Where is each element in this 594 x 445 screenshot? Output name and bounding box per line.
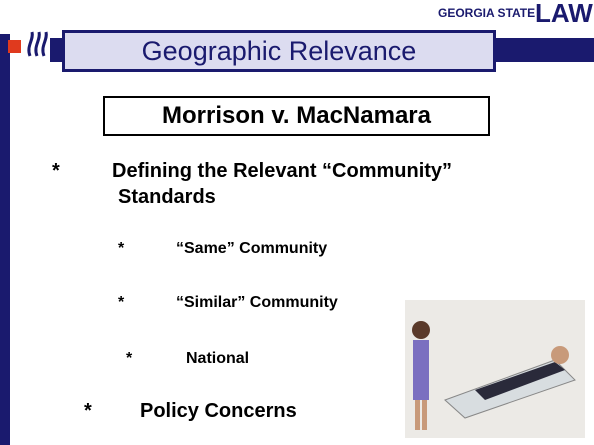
photo — [405, 300, 585, 438]
logo-text: GEORGIA STATE — [438, 6, 535, 20]
bullet-text: National — [186, 350, 249, 368]
bullet-marker: * — [84, 400, 92, 423]
slide-title: Geographic Relevance — [62, 30, 496, 72]
bullet-text: “Same” Community — [176, 240, 327, 258]
bullet-text: Standards — [118, 186, 216, 209]
logo-law: LAW — [535, 0, 593, 29]
bullet-text: Defining the Relevant “Community” — [112, 160, 452, 183]
bullet-marker: * — [118, 294, 124, 312]
case-name: Morrison v. MacNamara — [103, 96, 490, 136]
bullet-marker: * — [126, 350, 132, 368]
logo-icon — [24, 30, 52, 60]
left-bar — [0, 34, 10, 445]
bullet-marker: * — [52, 160, 60, 183]
red-square — [8, 40, 21, 53]
slide: GEORGIA STATE LAW Geographic Relevance M… — [0, 0, 594, 445]
bullet-marker: * — [118, 240, 124, 258]
bullet-text: Policy Concerns — [140, 400, 297, 423]
bullet-text: “Similar” Community — [176, 294, 338, 312]
